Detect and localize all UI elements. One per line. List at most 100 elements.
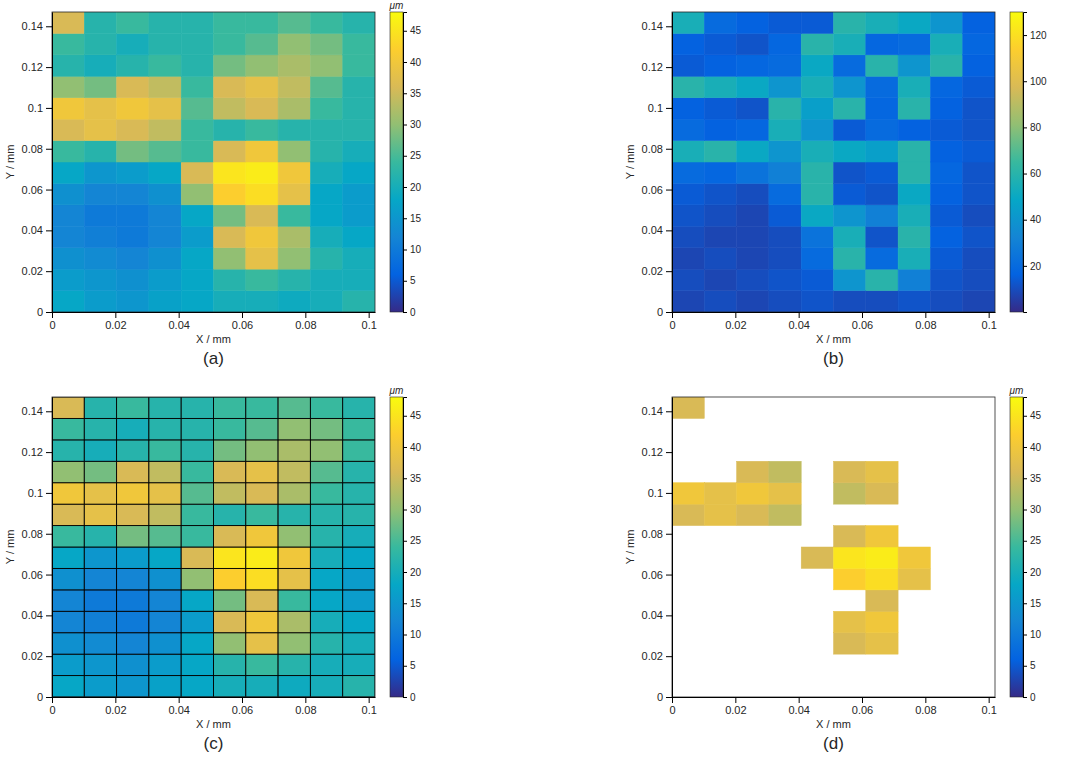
cell [52, 205, 84, 226]
x-tick-label: 0.02 [105, 319, 126, 331]
cell [310, 461, 342, 482]
cell [834, 162, 866, 183]
x-tick: 0.1 [982, 312, 997, 331]
cell [801, 205, 833, 226]
cell [214, 12, 246, 33]
cell [898, 141, 930, 162]
colorbar-tick-mark [1023, 447, 1027, 448]
cell [181, 162, 213, 183]
y-tick: 0 [37, 691, 52, 703]
cell [214, 141, 246, 162]
cell [84, 183, 116, 204]
cell [801, 183, 833, 204]
x-tick: 0.08 [295, 697, 316, 716]
y-tick-label: 0.02 [642, 265, 663, 277]
x-tick-mark [52, 312, 53, 318]
cell [149, 547, 181, 568]
x-tick: 0.06 [852, 312, 873, 331]
cell [278, 483, 310, 504]
cell [834, 568, 866, 589]
cell [866, 568, 898, 589]
x-tick-label: 0.04 [168, 319, 189, 331]
cell [866, 12, 898, 33]
cell [52, 162, 84, 183]
cell [310, 654, 342, 675]
cell [801, 547, 833, 568]
x-tick-label: 0.04 [788, 704, 809, 716]
cell [343, 676, 375, 697]
cell [214, 248, 246, 269]
cell [246, 269, 278, 290]
cell [84, 590, 116, 611]
cell [117, 397, 149, 418]
colorbar-tick: 0 [403, 307, 416, 318]
colorbar-tick: 20 [403, 182, 422, 193]
colorbar-tick-mark [403, 478, 407, 479]
cell [278, 12, 310, 33]
y-tick: 0.08 [22, 143, 52, 155]
cell [834, 483, 866, 504]
cell [672, 12, 704, 33]
cell [246, 119, 278, 140]
cell [737, 33, 769, 54]
y-tick-mark [46, 67, 52, 68]
y-tick-label: 0.1 [648, 487, 663, 499]
colorbar-tick: 60 [1023, 168, 1042, 179]
cell [246, 654, 278, 675]
cell [117, 226, 149, 247]
cell [214, 291, 246, 312]
colorbar-tick-mark [1023, 266, 1027, 267]
colorbar-tick-label: 30 [410, 504, 422, 515]
cell [246, 611, 278, 632]
colorbar-tick-label: 25 [410, 150, 422, 161]
cell [278, 461, 310, 482]
y-tick-label: 0.04 [22, 609, 43, 621]
cell [246, 291, 278, 312]
x-tick-label: 0 [669, 704, 675, 716]
y-tick-label: 0.04 [642, 224, 663, 236]
colorbar-tick-label: 20 [410, 567, 422, 578]
cell [963, 269, 995, 290]
cell [181, 397, 213, 418]
cell [278, 397, 310, 418]
cell [52, 654, 84, 675]
y-tick-mark [46, 452, 52, 453]
cell [149, 226, 181, 247]
x-tick-mark [799, 697, 800, 703]
cell [866, 76, 898, 97]
x-tick-label: 0.06 [232, 704, 253, 716]
cell [117, 33, 149, 54]
y-tick-label: 0.14 [642, 405, 663, 417]
cell [52, 440, 84, 461]
cell [149, 12, 181, 33]
cell [181, 654, 213, 675]
y-tick-mark [46, 108, 52, 109]
colorbar [390, 12, 403, 312]
y-tick: 0.12 [22, 446, 52, 458]
cell [214, 55, 246, 76]
y-tick: 0 [37, 306, 52, 318]
cell [310, 119, 342, 140]
y-tick-mark [46, 312, 52, 313]
cell [834, 611, 866, 632]
cell [278, 440, 310, 461]
colorbar-tick-mark [1023, 478, 1027, 479]
colorbar-tick: 15 [1023, 598, 1042, 609]
y-tick-mark [666, 656, 672, 657]
colorbar-tick: 45 [1023, 410, 1042, 421]
y-tick-label: 0.04 [642, 609, 663, 621]
cell [246, 98, 278, 119]
cell [343, 633, 375, 654]
cell [866, 119, 898, 140]
cell [278, 55, 310, 76]
colorbar-tick-label: 10 [1030, 629, 1042, 640]
cell [84, 504, 116, 525]
cell [52, 397, 84, 418]
cell [214, 269, 246, 290]
cell [930, 141, 962, 162]
x-tick-mark [925, 312, 926, 318]
colorbar-tick-label: 100 [1030, 76, 1047, 87]
colorbar-tick-mark [403, 635, 407, 636]
colorbar-tick: 120 [1023, 30, 1047, 41]
y-tick: 0.04 [22, 224, 52, 236]
